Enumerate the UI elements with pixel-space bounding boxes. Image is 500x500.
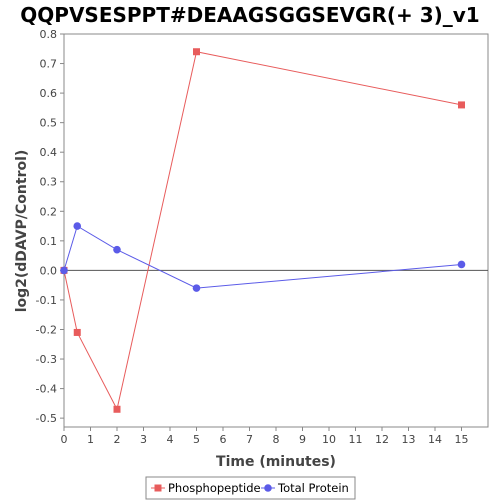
legend-swatch-marker — [264, 484, 272, 492]
y-axis-label: log2(dDAVP/Control) — [14, 150, 30, 313]
legend-item-phosphopeptide: Phosphopeptide — [151, 481, 261, 495]
x-tick-label: 15 — [455, 433, 469, 446]
y-tick-label: 0.8 — [40, 28, 58, 41]
total-protein-point — [60, 266, 68, 275]
total-protein-point — [192, 284, 201, 292]
legend-item-total-protein: Total Protein — [261, 481, 349, 495]
x-tick-label: 8 — [273, 433, 280, 446]
phosphopeptide-point — [458, 101, 465, 109]
x-tick-label: 0 — [61, 433, 68, 446]
x-tick-label: 1 — [87, 433, 94, 446]
plot-area — [63, 33, 489, 428]
y-tick-label: -0.5 — [36, 412, 57, 425]
total-protein-point — [113, 245, 121, 254]
y-tick-label: -0.2 — [36, 323, 57, 336]
x-axis-label: Time (minutes) — [216, 454, 336, 470]
x-tick-label: 14 — [428, 433, 442, 446]
y-tick-label: 0.4 — [40, 146, 58, 159]
legend-swatch-marker — [154, 484, 162, 492]
y-tick-label: 0.1 — [40, 235, 58, 248]
x-tick-label: 9 — [299, 433, 306, 446]
x-tick-label: 3 — [140, 433, 147, 446]
y-tick-label: 0.2 — [40, 205, 58, 218]
y-tick-label: 0.5 — [40, 117, 58, 130]
legend-box — [145, 476, 356, 500]
x-tick-label: 6 — [220, 433, 227, 446]
y-tick-label: -0.4 — [36, 383, 57, 396]
x-axis: 0 1 2 3 4 5 6 7 8 9 10 11 12 13 14 15 — [61, 427, 469, 446]
x-tick-label: 7 — [246, 433, 253, 446]
legend-label: Phosphopeptide — [168, 481, 261, 495]
y-tick-label: 0.0 — [40, 264, 58, 277]
y-tick-label: -0.1 — [36, 294, 57, 307]
total-protein-point — [457, 260, 466, 269]
legend-label: Total Protein — [277, 481, 349, 495]
x-tick-label: 2 — [114, 433, 121, 446]
x-tick-label: 10 — [322, 433, 336, 446]
phosphopeptide-point — [193, 48, 200, 56]
phosphopeptide-point — [73, 328, 81, 336]
chart-title: QQPVSESPPT#DEAAGSGGSEVGR(+ 3)_v1 — [20, 3, 479, 27]
y-tick-label: 0.6 — [40, 87, 58, 100]
series-group — [60, 48, 466, 413]
y-tick-label: 0.7 — [40, 58, 58, 71]
y-tick-label: 0.3 — [40, 176, 58, 189]
y-axis: -0.5 -0.4 -0.3 -0.2 -0.1 0.0 0.1 0.2 0.3 0.4 0.5 0.… — [36, 28, 64, 425]
phosphopeptide-point — [113, 405, 121, 413]
x-tick-label: 11 — [349, 433, 363, 446]
legend: Phosphopeptide Total Protein — [145, 476, 356, 500]
x-tick-label: 5 — [193, 433, 200, 446]
y-tick-label: -0.3 — [36, 353, 57, 366]
x-tick-label: 12 — [375, 433, 389, 446]
total-protein-point — [73, 222, 82, 230]
x-tick-label: 4 — [167, 433, 174, 446]
x-tick-label: 13 — [402, 433, 416, 446]
